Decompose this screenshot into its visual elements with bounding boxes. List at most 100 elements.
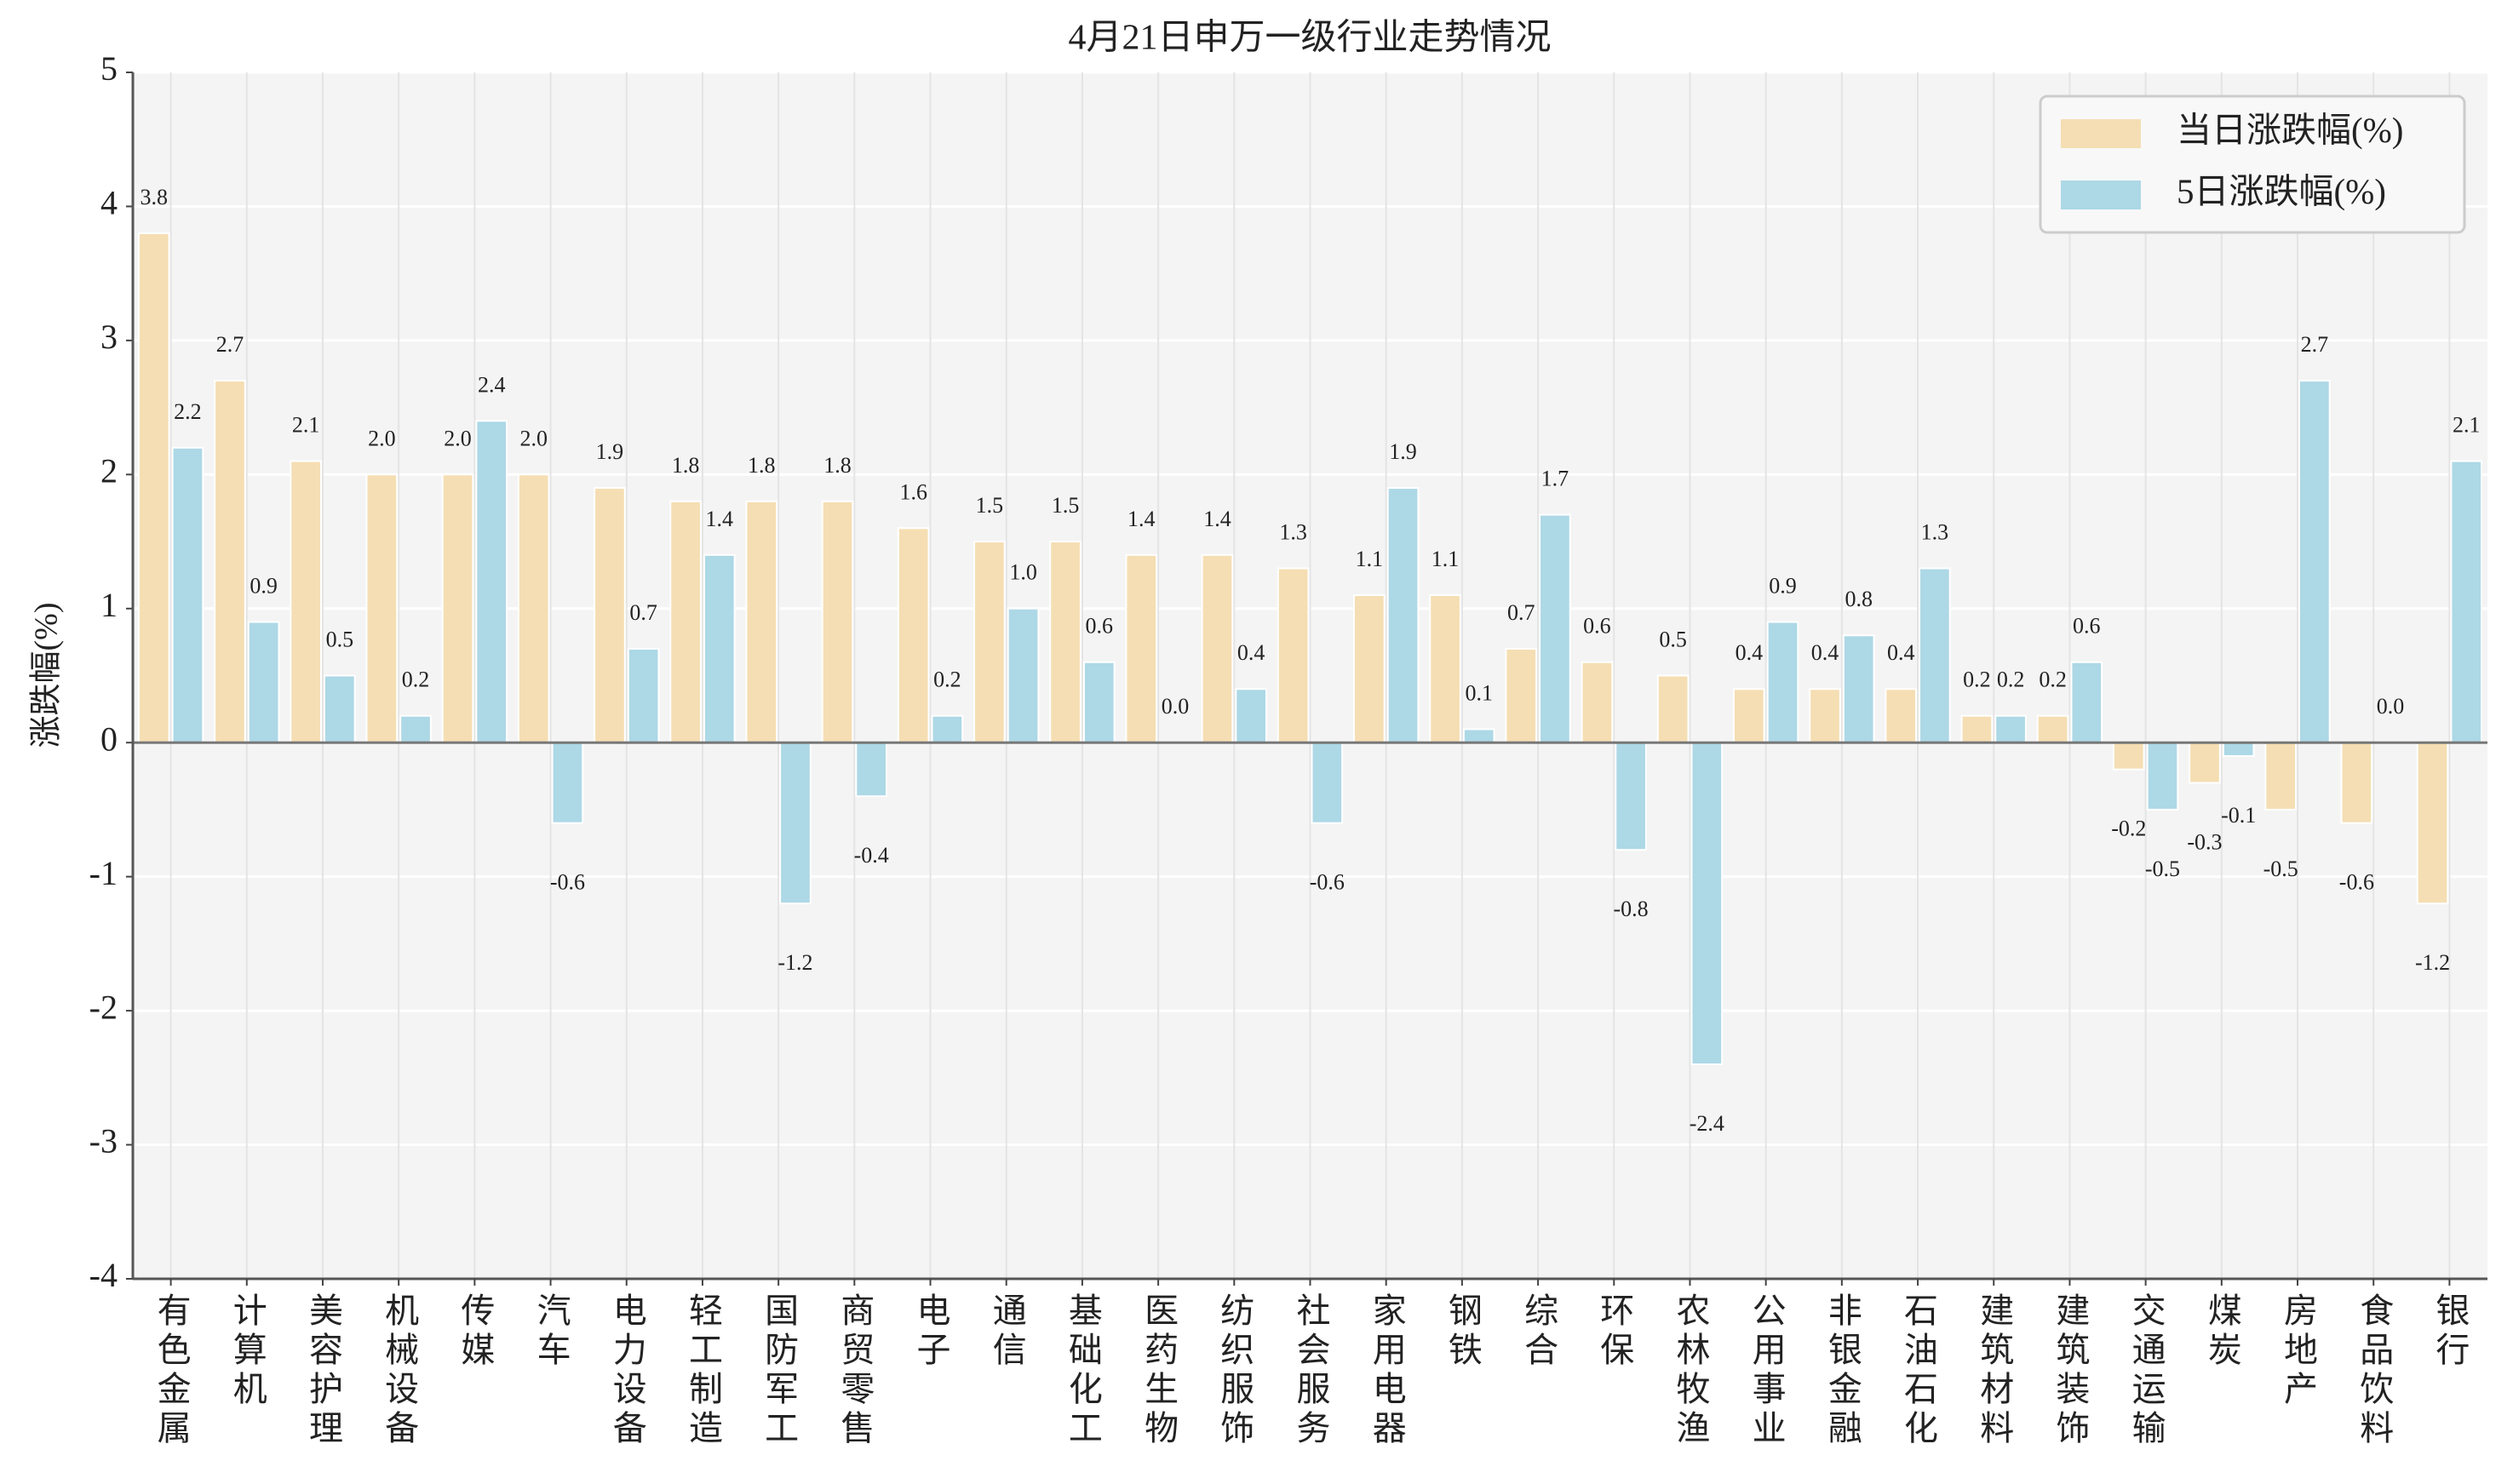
bar: [441, 473, 474, 744]
x-tick-label: 通信: [987, 1292, 1026, 1371]
bar: [1539, 513, 1571, 744]
data-label: 1.3: [1279, 520, 1307, 545]
data-label: 0.9: [1769, 573, 1797, 598]
data-label: -0.6: [550, 870, 585, 895]
data-label: 2.0: [368, 426, 396, 450]
data-label: -0.5: [2145, 857, 2180, 881]
bar: [214, 380, 246, 744]
data-label: 1.1: [1356, 547, 1384, 571]
data-label: 1.0: [1009, 560, 1037, 585]
data-label: 0.5: [326, 627, 354, 651]
y-tick-label: 5: [100, 49, 118, 88]
bar: [1656, 674, 1690, 744]
x-tick-label: 农林牧渔: [1671, 1292, 1710, 1449]
x-tick-label: 有色金属: [152, 1292, 191, 1449]
chart-title: 4月21日申万一级行业走势情况: [1068, 19, 1551, 58]
data-label: 0.7: [629, 600, 657, 625]
bar: [517, 473, 550, 744]
data-label: 0.2: [1997, 668, 2025, 692]
bar: [1994, 714, 2027, 744]
x-tick-label: 电子: [911, 1292, 950, 1371]
y-tick-label: 4: [100, 184, 118, 222]
x-tick-label: 建筑材料: [1975, 1292, 2014, 1449]
x-tick-label: 轻工制造: [683, 1292, 722, 1449]
data-label: 1.4: [1203, 507, 1231, 531]
bar: [2450, 460, 2483, 744]
bar: [2112, 742, 2145, 771]
data-label: 1.8: [672, 453, 700, 478]
bar: [669, 500, 702, 744]
bar: [1919, 567, 1951, 744]
data-label: 2.7: [216, 332, 244, 357]
data-label: 0.4: [1887, 640, 1915, 665]
bar: [1235, 688, 1267, 744]
data-label: 0.2: [402, 668, 430, 692]
x-tick-label: 环保: [1595, 1292, 1634, 1371]
x-tick-label: 煤炭: [2202, 1292, 2241, 1371]
data-label: 0.2: [1963, 668, 1991, 692]
y-tick-label: 1: [100, 586, 118, 624]
y-tick-label: 3: [100, 318, 118, 356]
bar: [594, 487, 626, 744]
legend-label: 当日涨跌幅(%): [2177, 110, 2403, 149]
bar: [1960, 714, 1994, 744]
x-tick-label: 银行: [2430, 1292, 2470, 1371]
data-label: 0.4: [1736, 640, 1764, 665]
bar: [1885, 688, 1918, 744]
bar: [627, 648, 660, 744]
bar: [1462, 728, 1495, 744]
bar: [2036, 714, 2069, 744]
x-tick-label: 传媒: [456, 1292, 495, 1371]
legend-box: [2039, 95, 2466, 234]
data-label: 2.4: [478, 372, 506, 397]
bar: [551, 742, 584, 824]
bar: [703, 553, 736, 744]
data-label: 2.0: [444, 426, 472, 450]
bar: [897, 527, 930, 744]
x-tick-label: 电力设备: [607, 1292, 646, 1449]
bar: [745, 500, 778, 744]
bar: [2222, 742, 2255, 757]
bar: [1690, 742, 1724, 1066]
y-tick-label: 0: [100, 719, 118, 758]
bar: [931, 714, 964, 744]
bar: [973, 541, 1006, 744]
x-tick-label: 食品饮料: [2355, 1292, 2394, 1449]
x-tick-label: 国防军工: [760, 1292, 799, 1449]
data-label: -1.2: [2415, 950, 2450, 975]
data-label: 1.9: [596, 439, 624, 464]
x-tick-label: 社会服务: [1291, 1292, 1330, 1449]
data-label: 0.2: [933, 668, 961, 692]
data-label: 1.1: [1431, 547, 1460, 571]
data-label: 2.7: [2301, 332, 2329, 357]
data-label: 1.8: [823, 453, 852, 478]
x-tick-label: 公用事业: [1747, 1292, 1786, 1449]
data-label: -0.1: [2221, 803, 2256, 828]
bar: [1615, 742, 1647, 851]
x-tick-label: 家用电器: [1367, 1292, 1406, 1449]
data-label: 2.1: [2453, 413, 2481, 438]
x-tick-label: 机械设备: [380, 1292, 419, 1449]
data-label: 1.6: [899, 479, 927, 504]
data-label: 0.7: [1507, 600, 1535, 625]
x-tick-label: 计算机: [227, 1292, 267, 1410]
x-tick-label: 商贸零售: [835, 1292, 875, 1449]
x-tick-label: 医药生物: [1139, 1292, 1179, 1449]
bar: [137, 232, 170, 744]
data-label: -0.3: [2187, 829, 2222, 854]
data-label: 1.5: [1052, 493, 1080, 518]
bar: [1809, 688, 1841, 744]
x-tick-label: 非银金融: [1822, 1292, 1862, 1449]
bar: [1842, 634, 1875, 744]
data-label: 0.8: [1845, 587, 1873, 611]
bar: [290, 460, 322, 744]
bar: [2416, 742, 2449, 905]
bar: [2340, 742, 2373, 824]
y-tick-label: -4: [89, 1256, 118, 1294]
bar: [1277, 567, 1310, 744]
data-label: -0.4: [854, 843, 889, 868]
data-label: 0.4: [1811, 640, 1839, 665]
x-tick-label: 交通运输: [2126, 1292, 2166, 1449]
bar: [1386, 487, 1420, 744]
y-tick-label: -3: [89, 1122, 118, 1160]
